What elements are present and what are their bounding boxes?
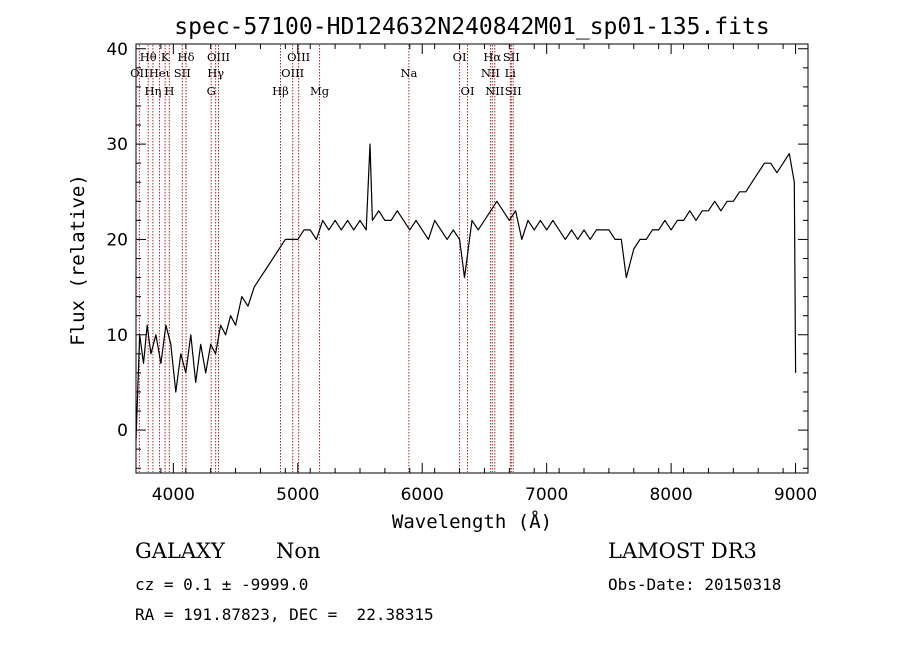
emission-line-label: OII [130,66,149,80]
object-class: GALAXY [135,539,225,563]
plot-frame [135,43,809,474]
x-tick-label: 8000 [649,485,692,505]
y-tick-label: 30 [106,135,128,155]
coordinates: RA = 191.87823, DEC = 22.38315 [135,605,434,624]
emission-line-label: Hθ [140,50,157,64]
emission-line-label: OI [461,84,475,98]
emission-line-label: Li [505,66,517,80]
emission-line-label: NII [485,84,504,98]
observation-date: Obs-Date: 20150318 [608,575,782,594]
y-tick-label: 40 [106,40,128,60]
x-tick-label: 9000 [774,485,817,505]
axis-ticks: 4000 5000 6000 7000 8000 9000 0 10 20 30 40 [106,40,817,505]
emission-line-label: NII [481,66,500,80]
y-tick-label: 20 [106,230,128,250]
chart-title: spec-57100-HD124632N240842M01_sp01-135.f… [174,14,769,40]
emission-line-label: SII [503,50,520,64]
emission-line-label: H [164,84,174,98]
survey-name: LAMOST DR3 [608,539,757,563]
emission-line-label: Hβ [272,84,289,98]
emission-line-label: OIII [287,50,310,64]
redshift-cz: cz = 0.1 ± -9999.0 [135,575,309,594]
spectrum-series [135,143,797,440]
y-axis-label: Flux (relative) [67,174,89,346]
spectrum-line [135,143,797,440]
emission-line-label: Hη [144,84,161,98]
y-tick-label: 10 [106,326,128,346]
emission-line-label: Hδ [178,50,195,64]
emission-line-label: Mg [310,84,330,98]
y-tick-label: 0 [117,421,128,441]
emission-line-markers [138,45,514,472]
emission-line-label: OIII [281,66,304,80]
emission-line-label: Heι [149,66,170,80]
emission-line-labels: OII Hθ Hη Heι K H Hδ SII G Hγ OIII Hβ OIII OIII Mg Na OI… [130,50,522,98]
emission-line-label: G [207,84,216,98]
emission-line-label: Na [400,66,417,80]
x-tick-label: 5000 [276,485,319,505]
emission-line-label: SII [174,66,191,80]
x-tick-label: 6000 [401,485,444,505]
emission-line-label: Hγ [207,66,224,80]
emission-line-label: SII [505,84,522,98]
object-subclass: Non [276,539,321,563]
emission-line-label: OI [453,50,467,64]
x-tick-label: 7000 [525,485,568,505]
emission-line-label: Hα [483,50,501,64]
emission-line-label: OIII [207,50,230,64]
x-axis-label: Wavelength (Å) [392,510,552,533]
emission-line-label: K [161,50,170,64]
x-tick-label: 4000 [152,485,195,505]
